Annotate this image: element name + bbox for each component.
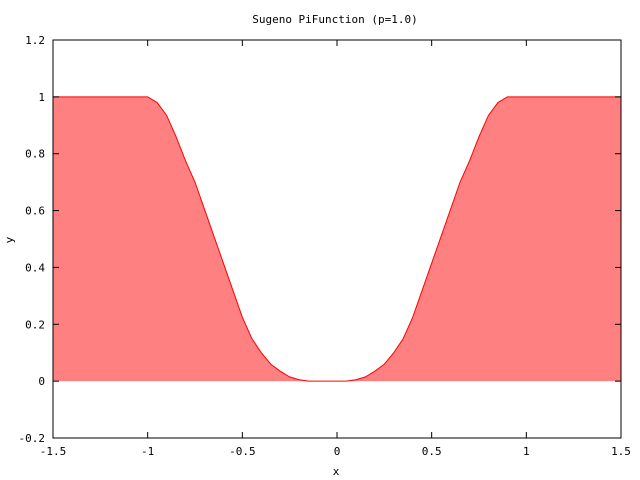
x-tick-label: -0.5	[229, 445, 256, 458]
x-axis-label: x	[333, 465, 340, 478]
y-tick-label: 0.8	[25, 148, 45, 161]
chart-title: Sugeno PiFunction (p=1.0)	[252, 13, 418, 26]
y-axis-label: y	[3, 236, 16, 243]
y-tick-label: 0.2	[25, 318, 45, 331]
y-tick-label: 0.4	[25, 261, 45, 274]
x-tick-label: -1	[141, 445, 154, 458]
y-tick-label: 1.2	[25, 34, 45, 47]
series-line-0	[53, 96, 621, 382]
y-tick-label: 1	[38, 91, 45, 104]
y-tick-label: 0	[38, 375, 45, 388]
y-tick-label: -0.2	[19, 432, 46, 445]
x-tick-label: 0	[334, 445, 341, 458]
x-tick-label: 0.5	[422, 445, 442, 458]
x-tick-label: 1	[523, 445, 530, 458]
series-area-0	[53, 96, 621, 382]
y-tick-label: 0.6	[25, 205, 45, 218]
x-tick-label: -1.5	[40, 445, 67, 458]
x-tick-label: 1.5	[611, 445, 631, 458]
